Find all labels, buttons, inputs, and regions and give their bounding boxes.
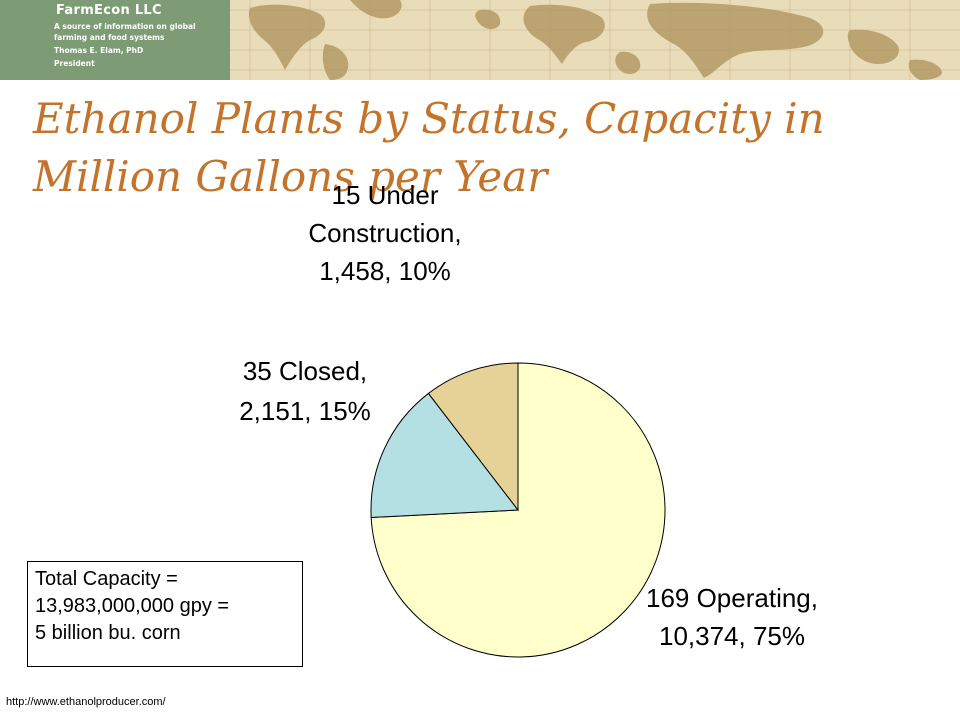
slice-label-0: 169 Operating, 10,374, 75% <box>646 583 818 651</box>
company-tagline: A source of information on global farmin… <box>54 22 196 42</box>
author-role: President <box>54 59 95 68</box>
note-line-2: 13,983,000,000 gpy = <box>35 595 230 617</box>
company-logo-box: FarmEcon LLC A source of information on … <box>0 0 230 80</box>
slice-labels: 169 Operating, 10,374, 75% 35 Closed, 2,151… <box>239 180 818 651</box>
slice-label-2: 15 Under Construction, 1,458, 10% <box>308 180 461 286</box>
source-url: http://www.ethanolproducer.com/ <box>6 696 166 708</box>
pie-slice-2 <box>427 362 519 512</box>
slice-label-line: 15 Under <box>332 180 439 210</box>
company-name: FarmEcon LLC <box>56 3 162 18</box>
slice-label-line: 2,151, 15% <box>239 396 371 426</box>
total-capacity-note: Total Capacity = 13,983,000,000 gpy = 5 … <box>27 561 303 667</box>
page-title: Ethanol Plants by Status, Capacity in Mi… <box>33 94 825 201</box>
world-map-graphic <box>230 0 960 80</box>
author-name: Thomas E. Elam, PhD <box>54 46 144 55</box>
slice-label-1: 35 Closed, 2,151, 15% <box>239 356 371 426</box>
slice-label-line: 169 Operating, <box>646 583 818 613</box>
slice-label-line: 1,458, 10% <box>319 256 451 286</box>
slice-label-line: 35 Closed, <box>243 356 367 386</box>
note-line-1: Total Capacity = <box>35 568 178 590</box>
slice-label-line: 10,374, 75% <box>659 621 805 651</box>
note-line-3: 5 billion bu. corn <box>35 622 181 644</box>
world-map-banner <box>230 0 960 80</box>
pie-slice-1 <box>370 392 519 519</box>
pie-slices <box>370 362 666 658</box>
slice-label-line: Construction, <box>308 218 461 248</box>
